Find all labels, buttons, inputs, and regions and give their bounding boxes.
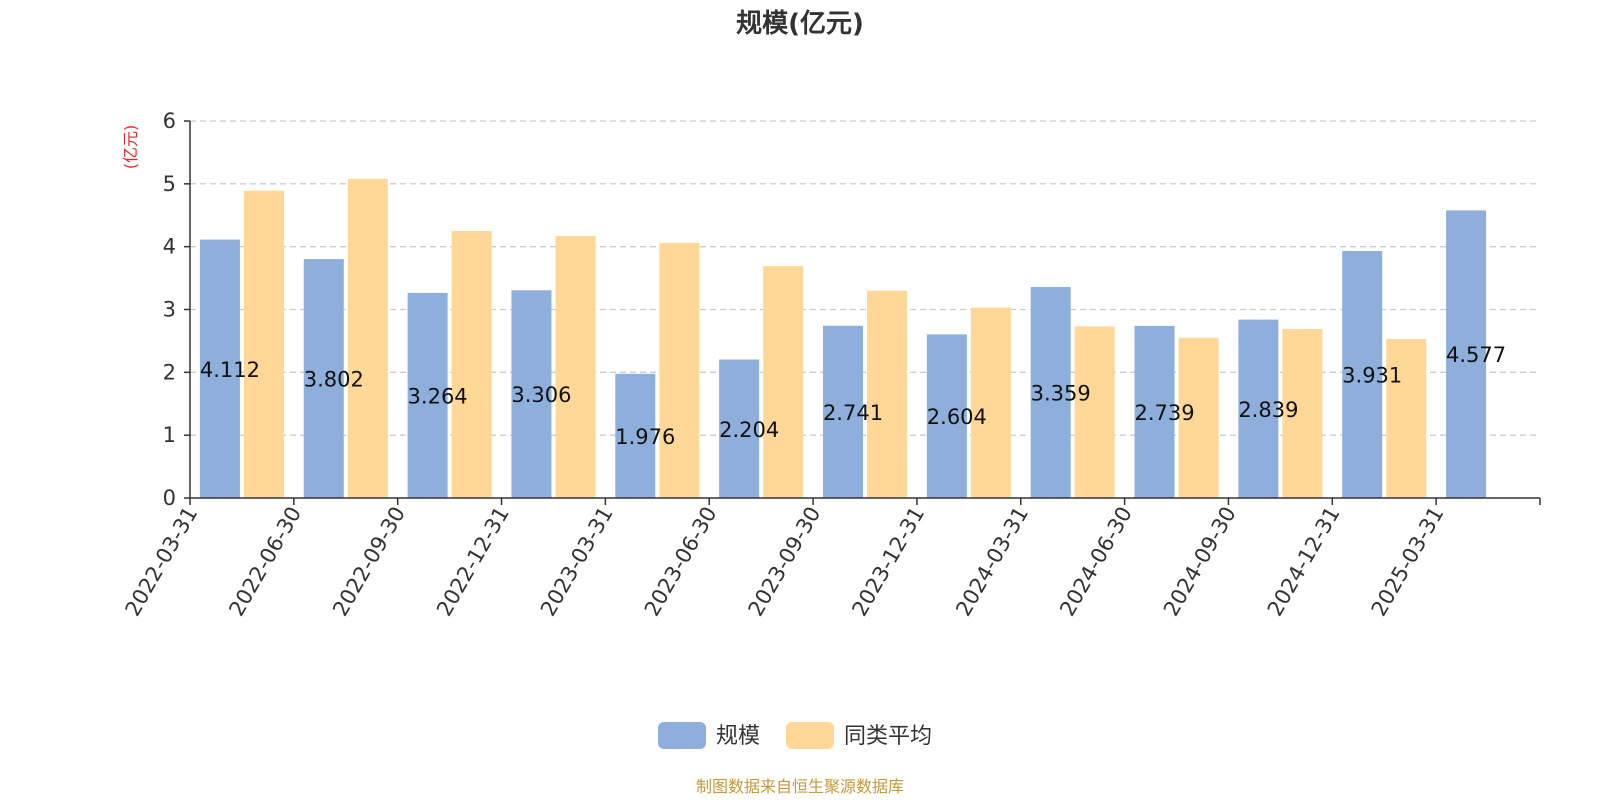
bar-peer-average (347, 178, 388, 498)
bar-scale (1342, 251, 1383, 498)
bar-scale (1238, 319, 1279, 498)
x-tick-label: 2023-09-30 (744, 503, 826, 621)
bar-scale (823, 325, 863, 498)
x-tick-label: 2022-03-31 (121, 503, 203, 621)
x-tick-label: 2022-06-30 (224, 503, 306, 621)
bar-peer-average (1074, 326, 1115, 498)
bar-peer-average (555, 235, 596, 499)
data-label: 4.577 (1446, 343, 1506, 367)
y-tick-label: 2 (163, 360, 176, 384)
grid-lines (190, 120, 1540, 436)
x-tick-label: 2023-12-31 (847, 503, 929, 621)
bar-peer-average (243, 190, 284, 498)
chart-title: 规模(亿元) (736, 9, 864, 39)
legend-swatch (658, 722, 706, 749)
bar-scale (511, 290, 552, 498)
bar-peer-average (451, 230, 492, 499)
x-tick-label: 2023-06-30 (640, 503, 722, 621)
bar-peer-average (763, 266, 804, 498)
data-label: 3.306 (511, 383, 571, 407)
x-tick-label: 2023-03-31 (536, 503, 618, 621)
data-label: 3.264 (408, 384, 468, 408)
bar-scale (1446, 210, 1487, 498)
bar-scale (303, 259, 344, 498)
legend-label: 规模 (716, 724, 760, 749)
x-tick-label: 2022-12-31 (432, 503, 514, 621)
data-label: 2.204 (719, 418, 779, 442)
data-label: 2.604 (927, 405, 987, 429)
x-tick-label: 2024-03-31 (951, 503, 1033, 621)
legend-label: 同类平均 (844, 724, 932, 749)
data-label: 1.976 (615, 425, 675, 449)
y-tick-label: 1 (163, 423, 176, 447)
data-label: 2.741 (823, 401, 883, 425)
bars (199, 178, 1487, 499)
bar-scale (199, 239, 240, 498)
y-tick-label: 4 (163, 235, 176, 259)
x-tick-label: 2024-09-30 (1159, 503, 1241, 621)
bar-scale (615, 373, 656, 498)
x-tick-label: 2025-03-31 (1367, 503, 1449, 621)
bar-peer-average (1386, 339, 1427, 498)
bar-peer-average (659, 242, 700, 498)
bar-peer-average (1178, 337, 1219, 498)
bar-scale (719, 359, 760, 498)
y-tick-label: 3 (163, 298, 176, 322)
x-tick-label: 2024-06-30 (1055, 503, 1137, 621)
bar-scale (1030, 286, 1071, 498)
y-axis-label: (亿元) (121, 125, 140, 170)
legend: 规模 同类平均 (658, 722, 932, 749)
x-axis-ticks: 2022-03-31 2022-06-30 2022-09-30 2022-12-31… (121, 498, 1541, 621)
y-tick-label: 6 (163, 109, 176, 133)
data-label: 3.359 (1031, 381, 1091, 405)
bar-peer-average (1282, 328, 1323, 498)
data-labels: 4.112 3.802 3.264 3.306 1.976 2.204 2.741 2.604… (200, 343, 1506, 449)
data-label: 4.112 (200, 358, 260, 382)
y-axis-ticks: 0 1 2 3 4 5 6 (163, 109, 190, 510)
x-tick-label: 2024-12-31 (1263, 503, 1345, 621)
data-label: 2.739 (1134, 401, 1194, 425)
x-tick-label: 2022-09-30 (328, 503, 410, 621)
source-note: 制图数据来自恒生聚源数据库 (696, 777, 904, 796)
bar-scale (1134, 325, 1175, 498)
data-label: 3.802 (304, 368, 364, 392)
y-tick-label: 5 (163, 172, 176, 196)
data-label: 3.931 (1342, 364, 1402, 388)
y-tick-label: 0 (163, 486, 176, 510)
bar-scale (407, 292, 448, 498)
bar-peer-average (970, 307, 1011, 498)
bar-scale (926, 334, 967, 498)
bar-peer-average (867, 290, 907, 498)
data-label: 2.839 (1238, 398, 1298, 422)
legend-swatch (786, 722, 834, 749)
